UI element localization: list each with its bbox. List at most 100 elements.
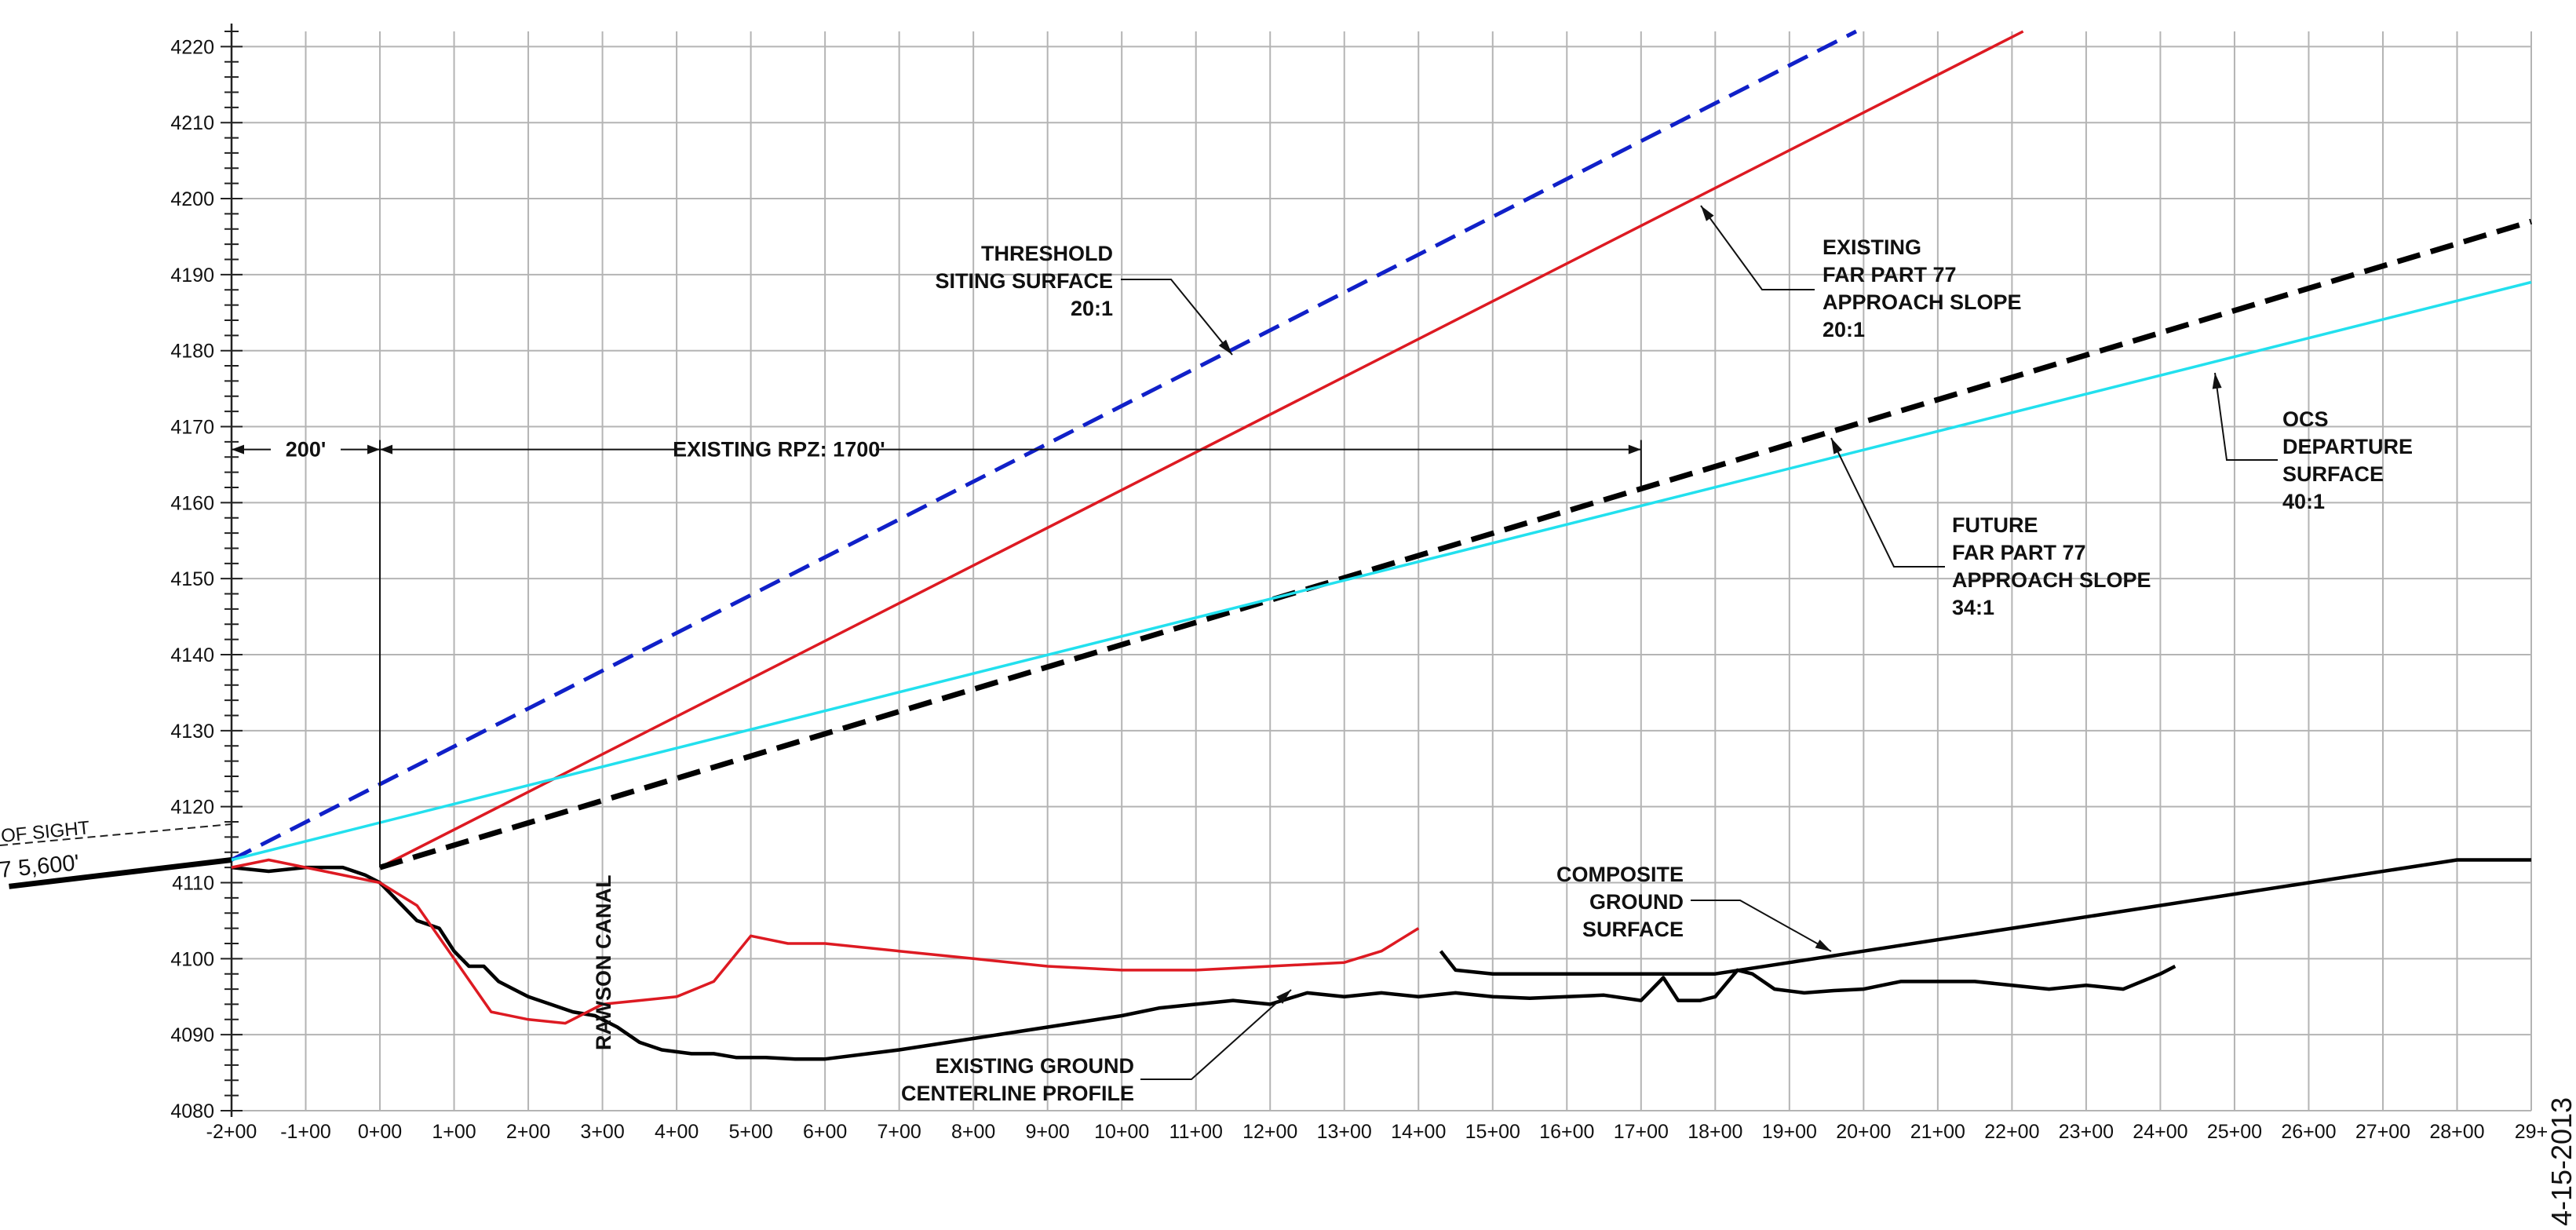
existing-ground-label-line-2: CENTERLINE PROFILE [901, 1082, 1134, 1105]
x-tick-label: -2+00 [206, 1121, 257, 1143]
series-los-left [9, 857, 232, 889]
x-tick-label: 15+00 [1465, 1121, 1520, 1143]
future-p77-label-line-4: 34:1 [1952, 596, 1994, 619]
axes: -2+00 -1+00 0+00 1+00 2+00 3+00 4+00 5+00 6+00 7+… [170, 24, 2548, 1143]
x-tick-label: 10+00 [1094, 1121, 1149, 1143]
x-tick-label: 8+00 [951, 1121, 995, 1143]
composite-leader-arrow [1815, 939, 1831, 951]
rawson-canal-label: RAWSON CANAL [592, 875, 615, 1051]
x-tick-label: 2+00 [506, 1121, 550, 1143]
threshold-leader-line [1121, 279, 1233, 356]
x-tick-label: 1+00 [432, 1121, 476, 1143]
y-tick-label: 4180 [170, 341, 214, 363]
series-ocs [231, 280, 2532, 862]
existing-ground-leader-line [1140, 989, 1292, 1080]
future-p77-label-line-3: APPROACH SLOPE [1952, 568, 2151, 592]
series-threshold [230, 29, 1858, 862]
y-tick-label: 4100 [170, 948, 214, 970]
y-tick-label: 4120 [170, 797, 214, 819]
x-tick-label: 27+00 [2355, 1121, 2410, 1143]
x-tick-label: 26+00 [2281, 1121, 2336, 1143]
x-tick-label: 19+00 [1762, 1121, 1817, 1143]
y-tick-label: 4160 [170, 492, 214, 514]
future-p77-label-line-2: FAR PART 77 [1952, 541, 2086, 564]
threshold-label-line-3: 20:1 [1071, 297, 1113, 320]
y-tick-label: 4130 [170, 721, 214, 743]
future-p77-leader-line [1830, 437, 1945, 568]
series-composite-ground [1439, 858, 2531, 976]
dim-rpz-label: EXISTING RPZ: 1700' [673, 438, 885, 462]
line-of-sight-label: OF SIGHT [0, 817, 91, 847]
grid-lines [231, 31, 2532, 1111]
composite-label-line-1: COMPOSITE [1556, 863, 1684, 886]
future-p77-leader-arrow [1831, 438, 1843, 454]
future-p77-label-line-1: FUTURE [1952, 513, 2038, 537]
y-tick-label: 4190 [170, 265, 214, 287]
ocs-label-line-4: 40:1 [2282, 490, 2325, 513]
existing-p77-label-line-1: EXISTING [1823, 235, 1921, 259]
threshold-label-line-1: THRESHOLD [981, 242, 1113, 265]
x-tick-label: 29+ [2515, 1121, 2548, 1143]
ocs-label-line-3: SURFACE [2282, 462, 2384, 486]
x-tick-label: 22+00 [1984, 1121, 2039, 1143]
x-tick-label: 5+00 [728, 1121, 772, 1143]
y-tick-label: 4210 [170, 112, 214, 134]
dim-200-arrow-left [232, 444, 244, 454]
y-tick-label: 4150 [170, 568, 214, 590]
composite-leader-line [1691, 900, 1832, 952]
x-tick-label: 24+00 [2133, 1121, 2187, 1143]
y-tick-label: 4170 [170, 417, 214, 439]
x-tick-label: 28+00 [2429, 1121, 2484, 1143]
y-tick-label: 4080 [170, 1100, 214, 1122]
dim-200-label: 200' [286, 438, 326, 462]
dim-200-arrow-right [367, 444, 381, 454]
x-tick-label: 12+00 [1242, 1121, 1297, 1143]
x-tick-label: 4+00 [655, 1121, 699, 1143]
threshold-label-line-2: SITING SURFACE [935, 269, 1113, 293]
y-tick-label: 4220 [170, 36, 214, 58]
existing-ground-leader-arrow [1276, 990, 1291, 1004]
y-tick-label: 4090 [170, 1024, 214, 1046]
y-tick-label: 4140 [170, 644, 214, 666]
x-tick-label: 7+00 [877, 1121, 921, 1143]
dim-rpz-arrow-left [380, 444, 393, 454]
x-tick-label: 23+00 [2059, 1121, 2114, 1143]
x-tick-label: 25+00 [2207, 1121, 2262, 1143]
ocs-label-line-2: DEPARTURE [2282, 435, 2413, 458]
x-tick-label: 14+00 [1391, 1121, 1446, 1143]
x-tick-label: 0+00 [358, 1121, 402, 1143]
line-of-sight-dashed [0, 823, 232, 846]
x-tick-label: 17+00 [1614, 1121, 1669, 1143]
ocs-leader-arrow [2212, 373, 2222, 389]
x-tick-label: 13+00 [1317, 1121, 1372, 1143]
y-tick-label: 4110 [172, 873, 214, 895]
x-tick-label: 18+00 [1688, 1121, 1742, 1143]
composite-label-line-2: GROUND [1589, 890, 1684, 914]
existing-p77-leader-line [1700, 205, 1815, 290]
composite-label-line-3: SURFACE [1582, 918, 1684, 941]
x-tick-label: 6+00 [803, 1121, 847, 1143]
annotations [1121, 205, 2278, 1080]
series-existing-ground [231, 865, 2176, 1061]
x-tick-label: 21+00 [1910, 1121, 1965, 1143]
threshold-leader-arrow [1218, 339, 1232, 355]
dimension-lines: 200' EXISTING RPZ: 1700' [232, 438, 1642, 868]
x-tick-label: 20+00 [1836, 1121, 1891, 1143]
y-tick-label: 4200 [170, 188, 214, 210]
dim-rpz-arrow-right [1628, 444, 1641, 454]
ocs-label-line-1: OCS [2282, 407, 2329, 431]
x-tick-label: 16+00 [1539, 1121, 1594, 1143]
x-tick-label: -1+00 [280, 1121, 331, 1143]
existing-p77-leader-arrow [1701, 206, 1714, 221]
existing-p77-label-line-2: FAR PART 77 [1823, 263, 1957, 287]
existing-p77-label-line-3: APPROACH SLOPE [1823, 290, 2022, 314]
series-red-profile [231, 858, 1420, 1025]
date-label: 4-15-2013 [2545, 1097, 2576, 1226]
x-tick-label: 9+00 [1026, 1121, 1070, 1143]
ocs-leader-line [2214, 372, 2278, 461]
existing-p77-label-line-4: 20:1 [1823, 318, 1865, 341]
x-tick-label: 3+00 [580, 1121, 624, 1143]
series-future-p77 [378, 218, 2533, 870]
x-tick-label: 11+00 [1169, 1121, 1223, 1143]
